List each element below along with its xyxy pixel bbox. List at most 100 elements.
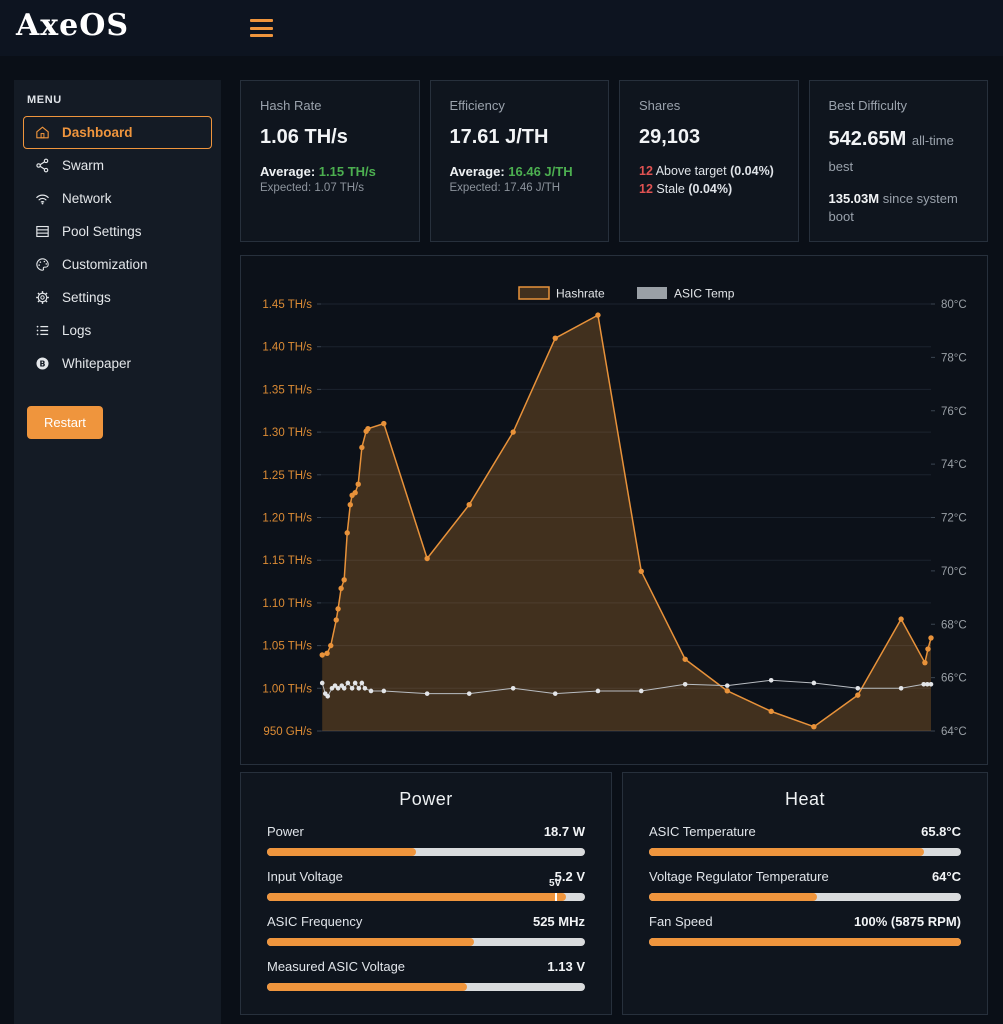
voltage-threshold-label: 5V bbox=[548, 878, 562, 889]
hamburger-menu-icon[interactable] bbox=[250, 19, 273, 37]
sidebar-item-logs[interactable]: Logs bbox=[23, 314, 212, 347]
shares-card: Shares 29,103 12 Above target (0.04%) 12… bbox=[619, 80, 799, 242]
sidebar-item-label: Logs bbox=[62, 323, 92, 338]
sidebar: MENU Dashboard Swarm Network Pool Settings C… bbox=[14, 80, 221, 1024]
server-icon bbox=[36, 225, 49, 238]
svg-text:1.45 TH/s: 1.45 TH/s bbox=[262, 299, 312, 311]
svg-text:950 GH/s: 950 GH/s bbox=[263, 726, 312, 738]
svg-text:1.05 TH/s: 1.05 TH/s bbox=[262, 641, 312, 653]
meter-value: 64°C bbox=[931, 869, 961, 884]
heat-panel-title: Heat bbox=[784, 789, 826, 809]
svg-text:76°C: 76°C bbox=[941, 406, 967, 418]
meter-label: ASIC Frequency bbox=[267, 914, 363, 929]
hashrate-chart-panel: 1.45 TH/s 1.40 TH/s 1.35 TH/s 1.30 TH/s 1.25… bbox=[240, 255, 988, 765]
meter-label: Power bbox=[267, 824, 304, 839]
card-title: Efficiency bbox=[449, 98, 505, 113]
bitcoin-icon: B bbox=[36, 357, 49, 370]
svg-text:1.15 TH/s: 1.15 TH/s bbox=[262, 555, 312, 567]
meter-value: 100% (5875 RPM) bbox=[854, 914, 961, 929]
meter-label: Input Voltage bbox=[267, 869, 343, 884]
sidebar-item-label: Swarm bbox=[62, 158, 105, 173]
shares-stale: 12 Stale (0.04%) bbox=[639, 182, 733, 196]
sidebar-item-label: Settings bbox=[62, 290, 111, 305]
restart-button[interactable]: Restart bbox=[27, 406, 103, 439]
power-row-input-voltage: Input Voltage 5.2 V 5V bbox=[267, 869, 585, 901]
meter-label: Measured ASIC Voltage bbox=[267, 959, 406, 974]
sidebar-item-settings[interactable]: Settings bbox=[23, 281, 212, 314]
menu-section-label: MENU bbox=[27, 94, 62, 106]
progress-bar: 5V bbox=[267, 878, 585, 901]
meter-value: 5.2 V bbox=[554, 869, 585, 884]
heat-row-voltage-regulator-temperature: Voltage Regulator Temperature 64°C bbox=[649, 869, 961, 901]
bottom-panels-row: Power Power 18.7 W Input Voltage 5.2 V 5V ASI… bbox=[240, 772, 988, 1015]
svg-text:74°C: 74°C bbox=[941, 459, 967, 471]
voltage-threshold-marker bbox=[555, 893, 558, 901]
power-row-measured-asic-voltage: Measured ASIC Voltage 1.13 V bbox=[267, 959, 585, 991]
wifi-icon bbox=[36, 194, 49, 205]
svg-text:64°C: 64°C bbox=[941, 726, 967, 738]
meter-value: 1.13 V bbox=[547, 959, 585, 974]
shares-above-target: 12 Above target (0.04%) bbox=[639, 164, 774, 178]
stat-cards-row: Hash Rate 1.06 TH/s Average: 1.15 TH/s E… bbox=[240, 80, 988, 242]
sidebar-item-label: Whitepaper bbox=[62, 356, 132, 371]
hashrate-card: Hash Rate 1.06 TH/s Average: 1.15 TH/s E… bbox=[240, 80, 420, 242]
progress-bar bbox=[267, 938, 585, 946]
sidebar-item-pool-settings[interactable]: Pool Settings bbox=[23, 215, 212, 248]
meter-value: 65.8°C bbox=[921, 824, 961, 839]
meter-label: ASIC Temperature bbox=[649, 824, 756, 839]
efficiency-expected: Expected: 17.46 J/TH bbox=[449, 182, 561, 194]
efficiency-average: Average: 16.46 J/TH bbox=[449, 164, 573, 179]
sidebar-item-dashboard[interactable]: Dashboard bbox=[23, 116, 212, 149]
progress-bar bbox=[649, 938, 961, 946]
card-title: Hash Rate bbox=[260, 98, 322, 113]
svg-text:1.10 TH/s: 1.10 TH/s bbox=[262, 598, 312, 610]
best-difficulty-value: 542.65M all-time best bbox=[828, 128, 954, 174]
main-content: Hash Rate 1.06 TH/s Average: 1.15 TH/s E… bbox=[240, 80, 988, 1015]
svg-text:68°C: 68°C bbox=[941, 619, 967, 631]
svg-text:1.25 TH/s: 1.25 TH/s bbox=[262, 470, 312, 482]
hashrate-value: 1.06 TH/s bbox=[260, 126, 348, 148]
svg-text:78°C: 78°C bbox=[941, 352, 967, 364]
svg-text:66°C: 66°C bbox=[941, 673, 967, 685]
power-panel: Power Power 18.7 W Input Voltage 5.2 V 5V ASI… bbox=[240, 772, 612, 1015]
svg-text:1.20 TH/s: 1.20 TH/s bbox=[262, 513, 312, 525]
svg-text:ASIC Temp: ASIC Temp bbox=[674, 287, 735, 301]
svg-text:1.35 TH/s: 1.35 TH/s bbox=[262, 384, 312, 396]
gear-icon bbox=[36, 291, 49, 304]
sidebar-item-label: Customization bbox=[62, 257, 148, 272]
progress-bar bbox=[267, 983, 585, 991]
progress-bar bbox=[649, 848, 961, 856]
sidebar-item-label: Dashboard bbox=[62, 125, 133, 140]
svg-text:1.30 TH/s: 1.30 TH/s bbox=[262, 427, 312, 439]
sidebar-item-whitepaper[interactable]: B Whitepaper bbox=[23, 347, 212, 380]
svg-text:72°C: 72°C bbox=[941, 513, 967, 525]
svg-text:1.40 TH/s: 1.40 TH/s bbox=[262, 342, 312, 354]
sidebar-nav: Dashboard Swarm Network Pool Settings Custom… bbox=[23, 116, 212, 380]
share-icon bbox=[36, 158, 49, 173]
svg-text:80°C: 80°C bbox=[941, 299, 967, 311]
svg-text:1.00 TH/s: 1.00 TH/s bbox=[262, 683, 312, 695]
power-row-power: Power 18.7 W bbox=[267, 824, 585, 856]
progress-bar bbox=[267, 848, 585, 856]
heat-row-fan-speed: Fan Speed 100% (5875 RPM) bbox=[649, 914, 961, 946]
sidebar-item-swarm[interactable]: Swarm bbox=[23, 149, 212, 182]
heat-panel: Heat ASIC Temperature 65.8°C Voltage Regul… bbox=[622, 772, 988, 1015]
sidebar-item-label: Network bbox=[62, 191, 112, 206]
list-icon bbox=[36, 325, 49, 336]
sidebar-item-customization[interactable]: Customization bbox=[23, 248, 212, 281]
meter-value: 18.7 W bbox=[543, 824, 585, 839]
efficiency-value: 17.61 J/TH bbox=[449, 126, 549, 148]
heat-row-asic-temperature: ASIC Temperature 65.8°C bbox=[649, 824, 961, 856]
meter-label: Voltage Regulator Temperature bbox=[649, 869, 829, 884]
hashrate-temp-chart[interactable]: 1.45 TH/s 1.40 TH/s 1.35 TH/s 1.30 TH/s 1.25… bbox=[241, 256, 987, 764]
svg-text:Hashrate: Hashrate bbox=[556, 287, 605, 301]
shares-value: 29,103 bbox=[639, 126, 701, 148]
since-boot-difficulty: 135.03M since system boot bbox=[828, 191, 958, 224]
power-row-asic-frequency: ASIC Frequency 525 MHz bbox=[267, 914, 585, 946]
svg-text:70°C: 70°C bbox=[941, 566, 967, 578]
top-header: AxeOS bbox=[0, 0, 1003, 56]
hashrate-average: Average: 1.15 TH/s bbox=[260, 164, 376, 179]
sidebar-item-label: Pool Settings bbox=[62, 224, 142, 239]
sidebar-item-network[interactable]: Network bbox=[23, 182, 212, 215]
axeos-logo: AxeOS bbox=[16, 8, 130, 43]
